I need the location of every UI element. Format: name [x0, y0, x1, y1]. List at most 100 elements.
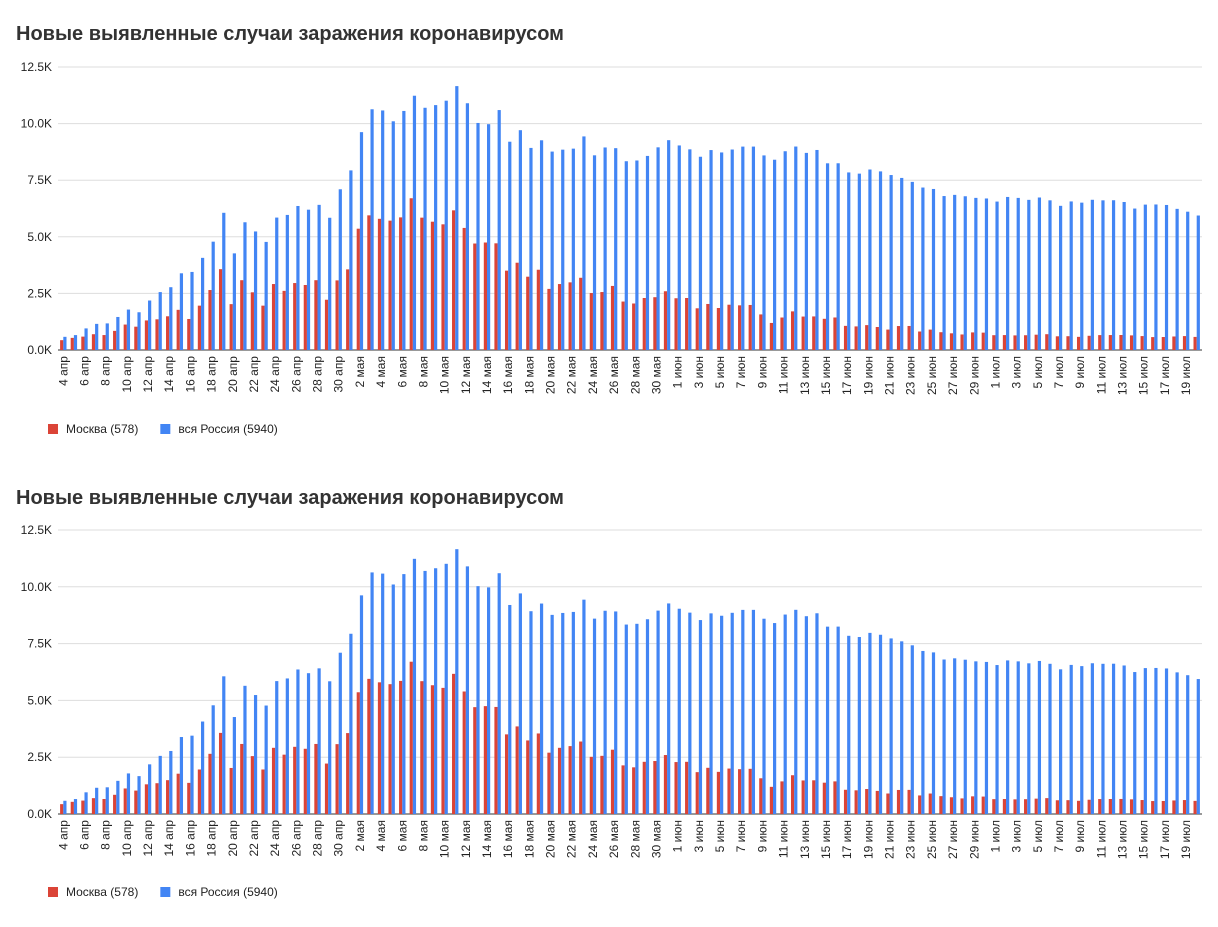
- bar: [70, 801, 74, 814]
- bar: [960, 334, 964, 350]
- bar: [886, 793, 890, 814]
- bar: [504, 270, 509, 350]
- bar: [741, 146, 745, 350]
- x-tick-label: 23 июн: [904, 356, 918, 395]
- bar: [473, 707, 477, 814]
- bar: [63, 336, 67, 350]
- bar: [176, 309, 180, 350]
- bar: [1101, 200, 1105, 350]
- bar: [113, 330, 117, 350]
- x-tick-label: 25 июн: [925, 820, 939, 859]
- bar: [494, 243, 498, 350]
- bar: [1024, 335, 1028, 350]
- bar: [391, 121, 395, 351]
- bar: [1140, 336, 1144, 350]
- bar: [497, 573, 501, 814]
- bar: [84, 328, 88, 350]
- x-tick-label: 20 мая: [544, 820, 558, 858]
- bar: [229, 304, 233, 350]
- bar: [356, 692, 360, 814]
- bar: [939, 332, 943, 350]
- x-tick-label: 8 апр: [99, 820, 113, 850]
- bar: [229, 767, 233, 814]
- bar: [1006, 660, 1010, 814]
- x-tick-label: 10 апр: [120, 820, 134, 857]
- legend-swatch: [160, 887, 171, 897]
- bar: [653, 297, 657, 350]
- y-tick-label: 5.0K: [27, 693, 52, 707]
- bar: [335, 280, 339, 350]
- y-tick-label: 12.5K: [21, 60, 52, 74]
- bar: [632, 303, 636, 350]
- x-tick-label: 10 мая: [438, 356, 452, 394]
- bar: [285, 678, 289, 814]
- bar: [547, 288, 551, 350]
- bar: [685, 297, 689, 350]
- legend-swatch: [48, 887, 58, 897]
- bar: [303, 285, 307, 350]
- bar: [430, 221, 435, 350]
- x-tick-label: 24 апр: [268, 820, 282, 857]
- bar: [293, 283, 297, 350]
- bar: [825, 163, 830, 350]
- bar: [381, 110, 385, 350]
- x-tick-label: 9 июн: [755, 356, 769, 388]
- bar: [420, 217, 424, 350]
- bar: [137, 776, 141, 814]
- bar: [306, 209, 311, 350]
- x-tick-label: 22 мая: [565, 356, 579, 394]
- x-tick-label: 6 апр: [77, 820, 91, 850]
- bar: [211, 705, 215, 814]
- x-tick-label: 3 июл: [1010, 356, 1024, 388]
- bar: [240, 743, 244, 814]
- bar: [473, 243, 477, 350]
- x-tick-label: 11 июл: [1094, 356, 1108, 394]
- bar: [187, 782, 191, 814]
- bar: [73, 335, 78, 350]
- x-tick-label: 17 июл: [1158, 356, 1172, 395]
- bar: [317, 204, 321, 350]
- bar: [518, 130, 522, 350]
- bar: [759, 314, 763, 350]
- bar: [942, 196, 946, 350]
- x-tick-label: 27 июн: [946, 820, 960, 859]
- bar: [910, 181, 914, 350]
- x-tick-label: 13 июн: [798, 356, 812, 395]
- bar: [271, 747, 276, 814]
- bar: [868, 632, 872, 814]
- bar: [632, 767, 636, 814]
- bar: [865, 325, 869, 350]
- bar: [875, 790, 879, 814]
- bar: [1129, 335, 1134, 350]
- bar: [105, 787, 109, 814]
- bar: [497, 110, 501, 350]
- bar: [910, 645, 914, 814]
- x-tick-label: 5 июл: [1031, 820, 1045, 852]
- bar: [399, 680, 403, 814]
- x-tick-label: 4 апр: [56, 820, 70, 850]
- bar: [1076, 336, 1081, 350]
- bar: [218, 732, 223, 814]
- bar: [434, 568, 438, 814]
- bar: [487, 587, 491, 814]
- x-tick-label: 9 июн: [755, 820, 769, 852]
- bar: [314, 280, 318, 350]
- bar: [508, 604, 512, 814]
- bar: [780, 781, 784, 814]
- x-tick-label: 6 мая: [395, 820, 409, 851]
- x-tick-label: 30 апр: [332, 356, 346, 393]
- x-tick-label: 4 апр: [56, 356, 70, 386]
- x-tick-label: 30 мая: [649, 356, 663, 394]
- bar: [282, 290, 286, 350]
- bar: [158, 755, 162, 814]
- bar: [645, 619, 650, 814]
- x-tick-label: 1 июн: [671, 356, 685, 388]
- bar: [63, 800, 67, 814]
- bar: [381, 573, 385, 814]
- bar: [465, 103, 470, 350]
- bar: [773, 159, 777, 350]
- bar: [391, 584, 395, 814]
- bar: [974, 661, 978, 814]
- bar: [748, 768, 752, 814]
- bar: [423, 570, 427, 814]
